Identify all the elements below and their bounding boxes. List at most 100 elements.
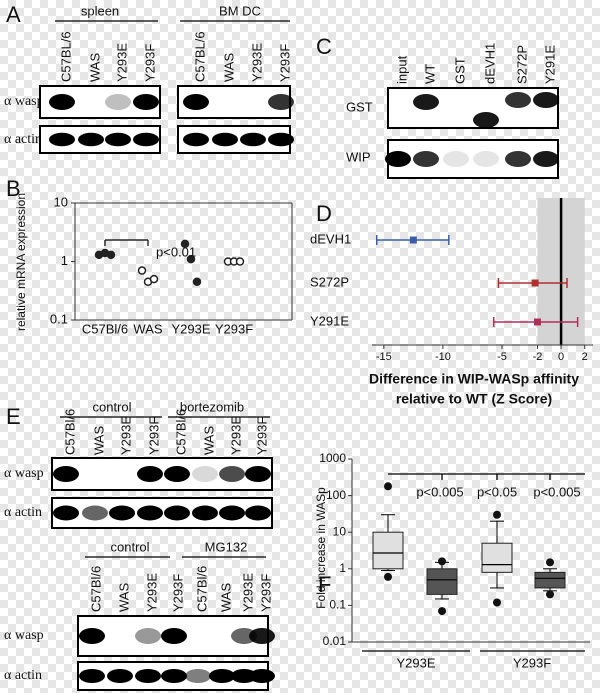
y-tick-label: 1 (339, 561, 346, 575)
y-tick-label: 0.1 (329, 598, 346, 612)
lane-label: Y293E (240, 573, 255, 612)
band (109, 505, 135, 521)
panel-letter: D (316, 201, 332, 226)
band (82, 505, 108, 521)
annotation: p<0.005 (533, 484, 580, 499)
estimate (409, 236, 417, 244)
band (473, 112, 499, 128)
row-label: α actin (4, 132, 42, 147)
band (209, 669, 235, 683)
outlier (438, 557, 446, 566)
y-tick-label: 10 (54, 194, 68, 209)
band (133, 132, 159, 147)
outlier (438, 607, 446, 616)
band (385, 151, 411, 167)
x-tick-label: -5 (497, 351, 507, 363)
band (413, 94, 439, 110)
box (426, 568, 458, 595)
band (249, 628, 275, 644)
x-tick-label: 0 (558, 351, 564, 363)
band (192, 466, 218, 482)
lane-label: Y293E (144, 573, 159, 612)
band (164, 505, 190, 521)
panel-letter: B (6, 176, 21, 201)
x-tick-label: -10 (435, 351, 451, 363)
lane-label: WAS (218, 583, 233, 612)
row-label: α wasp (4, 466, 44, 481)
panel-letter: E (6, 404, 21, 429)
group-label: MG132 (205, 539, 248, 554)
point (186, 254, 196, 264)
lane-label: S272P (514, 45, 529, 84)
y-tick-label: 1000 (319, 451, 346, 465)
point (192, 277, 202, 287)
group-label: Y293F (513, 655, 551, 670)
lane-label: Y293F (254, 417, 269, 455)
band (53, 466, 79, 482)
lane-label: input (394, 55, 409, 84)
x-axis-label: Difference in WIP-WASp affinity (369, 371, 579, 387)
lane-label: WAS (91, 426, 106, 455)
outlier (384, 482, 392, 491)
lane-label: GST (452, 57, 467, 84)
band (192, 505, 218, 521)
band (183, 132, 209, 147)
estimate (531, 279, 539, 287)
lane-label: Y293E (118, 416, 133, 455)
box (481, 542, 513, 573)
lane-label: C57Bl/6 (194, 566, 209, 612)
lane-label: Y293F (142, 44, 157, 82)
category-label: Y291E (310, 313, 349, 328)
lane-label: C57Bl/6 (62, 409, 77, 455)
band (107, 669, 133, 683)
band (161, 669, 187, 683)
x-tick-label: Y293F (215, 321, 253, 336)
band (53, 505, 79, 521)
band (78, 132, 104, 147)
panel-letter: A (6, 2, 21, 27)
band (185, 669, 211, 683)
point (106, 250, 116, 260)
x-tick-label: -2 (533, 351, 543, 363)
band (212, 132, 238, 147)
band (183, 94, 209, 110)
band (105, 132, 131, 147)
panel-letter: C (316, 34, 332, 59)
lane-label: Y291E (542, 45, 557, 84)
category-label: S272P (310, 274, 349, 289)
lane-label: Y293E (249, 43, 264, 82)
band (164, 466, 190, 482)
band (135, 669, 161, 683)
row-label: α wasp (4, 628, 44, 643)
row-label: α actin (4, 505, 42, 520)
y-tick-label: 0.1 (50, 311, 68, 326)
row-label: α wasp (4, 94, 44, 109)
band (231, 628, 257, 644)
lane-label: C57Bl/6 (88, 566, 103, 612)
point (137, 266, 147, 275)
band (268, 132, 294, 147)
band (245, 505, 271, 521)
box (534, 571, 566, 589)
point (149, 274, 159, 284)
band (268, 94, 294, 110)
band (443, 151, 469, 167)
band (219, 505, 245, 521)
y-tick-label: 10 (333, 524, 347, 538)
estimate (533, 318, 541, 326)
row-label: WIP (346, 149, 371, 164)
row-label: α actin (4, 668, 42, 683)
lane-label: Y293F (277, 44, 292, 82)
band (79, 669, 105, 683)
annotation: p<0.005 (416, 484, 463, 499)
outlier (546, 558, 554, 567)
band (533, 92, 559, 108)
x-tick-label: C57Bl/6 (82, 321, 128, 336)
lane-label: Y293E (114, 43, 129, 82)
group-label: bortezomib (180, 399, 244, 414)
lane-label: C57Bl/6 (173, 409, 188, 455)
y-axis-label: relative mRNA expression (14, 193, 28, 331)
lane-label: C57BL/6 (192, 31, 207, 82)
